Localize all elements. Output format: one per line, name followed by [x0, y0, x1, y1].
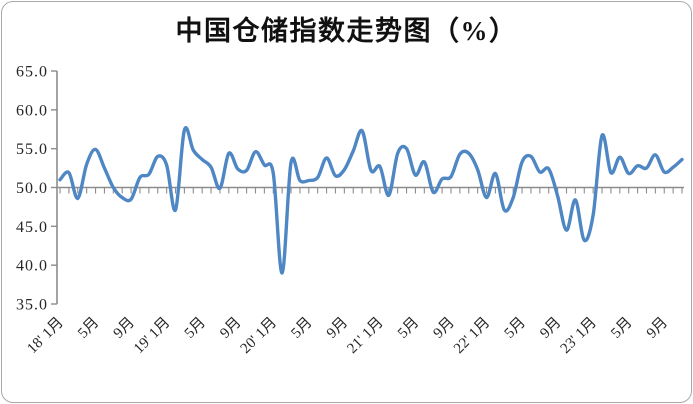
y-axis-label: 35.0	[16, 297, 48, 314]
x-axis-label: 22' 1月	[451, 315, 493, 357]
x-axis-label: 5月	[502, 315, 529, 342]
y-axis-label: 45.0	[16, 219, 48, 236]
x-axis-label: 5月	[288, 315, 315, 342]
x-axis-label: 9月	[537, 315, 564, 342]
y-axis-label: 40.0	[16, 258, 48, 275]
y-axis-label: 50.0	[16, 180, 48, 197]
x-axis-label: 23' 1月	[558, 315, 600, 357]
y-axis-label: 60.0	[16, 102, 48, 119]
x-axis-label: 18' 1月	[24, 315, 66, 357]
x-axis-label: 21' 1月	[344, 315, 386, 357]
index-line	[58, 126, 684, 275]
x-axis-label: 9月	[217, 315, 244, 342]
x-axis-label: 9月	[644, 315, 671, 342]
x-axis-label: 19' 1月	[131, 315, 173, 357]
x-axis-label: 9月	[111, 315, 138, 342]
x-axis-label: 5月	[182, 315, 209, 342]
x-axis-label: 9月	[324, 315, 351, 342]
y-axis-label: 65.0	[16, 64, 48, 81]
x-axis-label: 5月	[608, 315, 635, 342]
chart-title: 中国仓储指数走势图（%）	[175, 16, 518, 46]
x-axis-label: 5月	[395, 315, 422, 342]
x-axis-label: 5月	[75, 315, 102, 342]
x-axis-label: 9月	[431, 315, 458, 342]
y-axis-label: 55.0	[16, 141, 48, 158]
x-axis-label: 20' 1月	[238, 315, 280, 357]
